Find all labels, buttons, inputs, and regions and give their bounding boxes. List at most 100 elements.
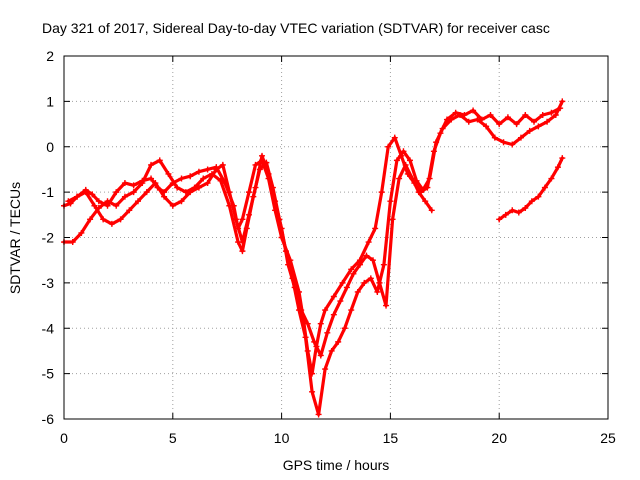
plus-marker [148,175,155,182]
plus-marker [278,225,285,232]
plus-marker [415,189,422,196]
plus-marker [465,118,472,125]
plus-marker [559,98,566,105]
plus-marker [265,170,272,177]
plus-marker [433,139,440,146]
plus-marker [528,198,535,205]
plus-marker [522,205,529,212]
plus-marker [322,307,329,314]
plus-marker [252,161,259,168]
x-axis-label: GPS time / hours [283,457,390,473]
plus-marker [245,211,252,218]
x-tick-label: 15 [383,430,399,446]
plus-marker [348,266,355,273]
y-tick-label: 0 [46,139,54,155]
plus-marker [130,182,137,189]
plus-marker [317,320,324,327]
plus-marker [322,366,329,373]
plus-marker [324,329,331,336]
plus-marker [402,161,409,168]
plus-marker [502,211,509,218]
plus-marker [457,111,464,118]
plus-marker [372,225,379,232]
plus-marker [535,193,542,200]
plus-marker [356,261,363,268]
plus-marker [317,352,324,359]
plus-marker [548,109,555,116]
plus-marker [113,202,120,209]
plus-marker [187,189,194,196]
plus-marker [369,257,376,264]
plus-marker [335,338,342,345]
plus-marker [69,239,76,246]
plus-marker [509,207,516,214]
plus-marker [91,202,98,209]
plus-marker [252,184,259,191]
plus-marker [328,347,335,354]
plus-marker [165,170,172,177]
plus-marker [245,189,252,196]
plus-marker [232,216,239,223]
series-3 [65,152,435,359]
plus-marker [554,164,561,171]
x-tick-label: 10 [274,430,290,446]
y-tick-label: -4 [42,320,55,336]
series-trace [497,156,564,221]
plus-marker [195,168,202,175]
plus-marker [148,161,155,168]
plus-marker [385,143,392,150]
plus-marker [393,157,400,164]
plus-marker [343,284,350,291]
plus-marker [374,288,381,295]
plus-marker [348,307,355,314]
plus-marker [219,161,226,168]
y-tick-label: -3 [42,275,55,291]
grid-lines [64,56,608,419]
plus-marker [239,216,246,223]
y-tick-label: 2 [46,48,54,64]
plus-marker [383,302,390,309]
plus-marker [439,125,446,132]
plus-marker [515,209,522,216]
plus-marker [89,191,96,198]
plus-marker [82,189,89,196]
plus-marker [396,175,403,182]
plus-marker [367,275,374,282]
plus-marker [126,207,133,214]
plus-marker [337,298,344,305]
y-tick-label: -5 [42,366,55,382]
y-tick-label: -1 [42,184,55,200]
plus-marker [156,157,163,164]
x-tick-label: 25 [600,430,616,446]
plus-marker [389,216,396,223]
plus-marker [104,198,111,205]
plus-marker [143,189,150,196]
plus-marker [95,198,102,205]
plus-marker [304,320,311,327]
plus-marker [541,184,548,191]
plus-marker [380,261,387,268]
plus-marker [339,279,346,286]
y-tick-label: -2 [42,230,55,246]
plus-marker [487,111,494,118]
plus-marker [174,184,181,191]
plus-marker [113,189,120,196]
plus-marker [204,166,211,173]
plus-marker [474,116,481,123]
plus-marker [78,229,85,236]
plus-marker [65,198,72,205]
plus-marker [548,175,555,182]
plus-marker [378,189,385,196]
y-axis-label: SDTVAR / TECUs [7,182,23,294]
plus-marker [365,239,372,246]
plus-marker [315,411,322,418]
plus-marker [302,334,309,341]
plus-marker [130,189,137,196]
plus-marker [470,107,477,114]
plus-marker [552,111,559,118]
plus-marker [178,198,185,205]
series-4 [496,155,566,223]
plus-marker [121,180,128,187]
plus-marker [513,121,520,128]
plus-marker [376,279,383,286]
